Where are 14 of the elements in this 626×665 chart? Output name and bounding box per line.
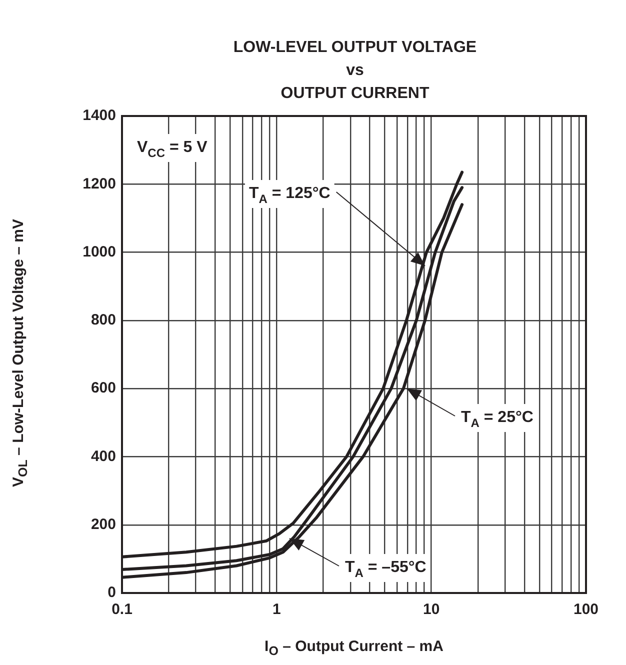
x-tick-label: 100 xyxy=(573,601,599,618)
y-tick-label: 0 xyxy=(108,584,116,602)
x-tick-label: 0.1 xyxy=(112,601,132,618)
y-tick-label: 400 xyxy=(90,448,116,465)
x-tick-label: 1 xyxy=(272,601,281,618)
chart-title: LOW-LEVEL OUTPUT VOLTAGE vs OUTPUT CURRENT xyxy=(232,38,478,104)
y-tick-label: 1400 xyxy=(82,107,116,124)
y-tick-label: 600 xyxy=(90,380,116,397)
y-tick-label: 200 xyxy=(90,516,116,533)
y-tick-label: 1000 xyxy=(82,243,116,260)
y-tick-label: 1200 xyxy=(82,175,116,192)
y-tick-label: 800 xyxy=(90,312,116,329)
x-tick-label: 10 xyxy=(422,601,440,618)
x-axis-title: I$_{O}$ – Output Current – mA xyxy=(264,638,444,658)
